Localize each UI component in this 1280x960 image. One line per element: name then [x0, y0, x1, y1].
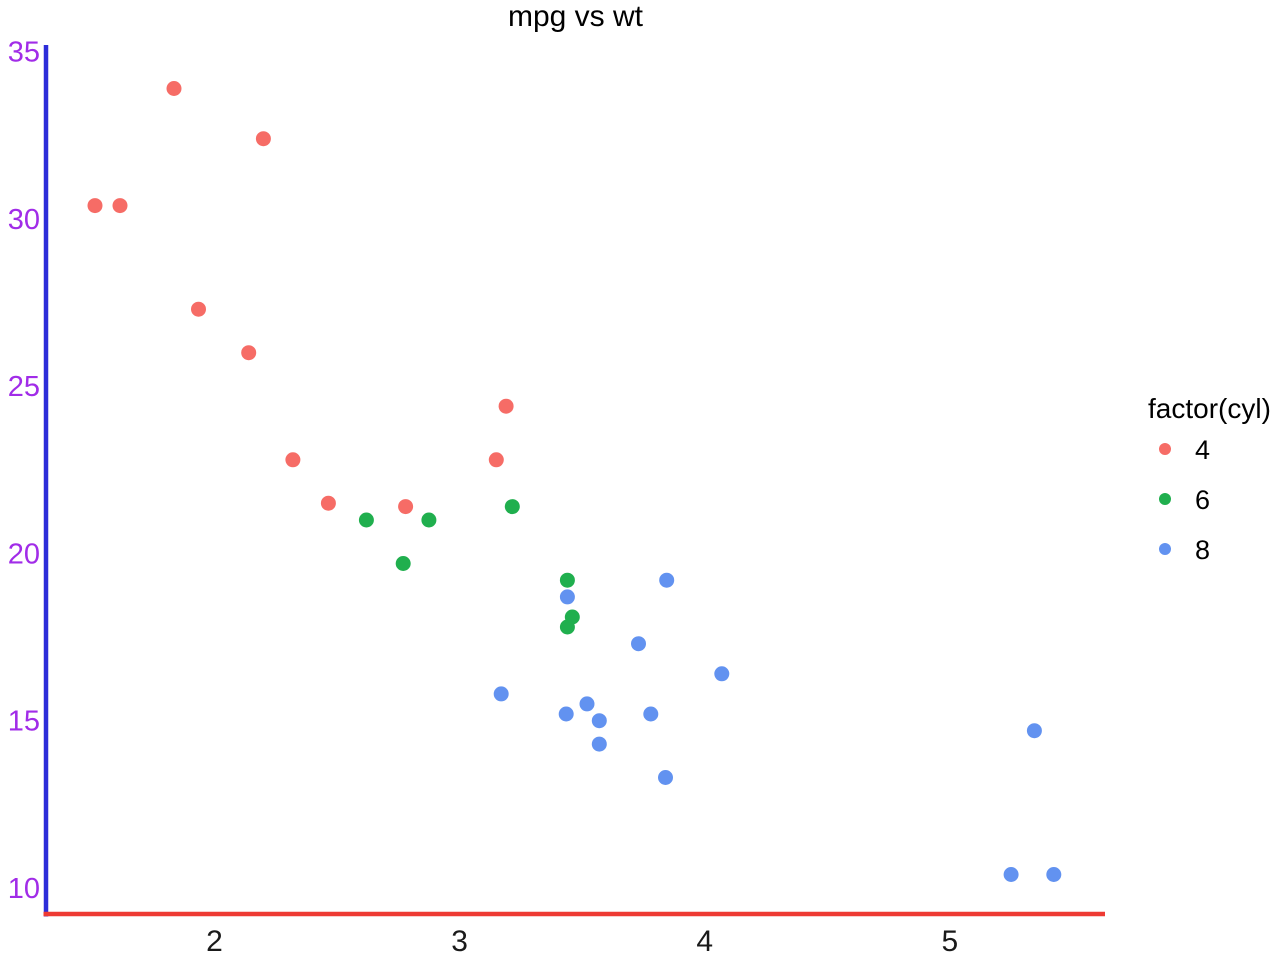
y-tick-label: 30 [8, 204, 40, 236]
x-tick-label: 4 [696, 925, 713, 958]
data-point-cyl4 [398, 499, 414, 515]
data-point-cyl8 [1003, 867, 1019, 882]
data-point-cyl4 [498, 398, 514, 414]
data-point-cyl6 [559, 619, 575, 635]
y-tick-label: 20 [8, 538, 40, 570]
data-point-cyl8 [1026, 723, 1042, 739]
data-point-cyl8 [493, 686, 509, 702]
data-point-cyl8 [631, 636, 646, 652]
data-point-cyl6 [559, 572, 575, 588]
data-point-cyl8 [591, 713, 607, 729]
data-point-cyl8 [559, 589, 575, 605]
data-point-cyl6 [358, 512, 374, 528]
legend-key-dot-cyl8 [1159, 543, 1171, 555]
legend-item-cyl6: 6 [1140, 474, 1280, 524]
y-tick-label: 35 [8, 37, 40, 69]
data-point-cyl8 [558, 706, 574, 722]
legend-label-cyl6: 6 [1195, 485, 1211, 515]
data-point-cyl4 [166, 81, 182, 96]
data-point-cyl6 [504, 499, 520, 515]
data-point-cyl8 [1046, 867, 1062, 882]
y-tick-label: 10 [8, 873, 40, 905]
data-point-cyl4 [112, 198, 128, 214]
legend: factor(cyl) 4 6 8 [1140, 393, 1280, 574]
data-point-cyl8 [658, 770, 673, 785]
legend-key-dot-cyl6 [1159, 493, 1171, 505]
x-tick-label: 3 [451, 925, 468, 958]
x-tick-label: 2 [206, 925, 223, 958]
data-point-cyl8 [579, 696, 595, 712]
data-point-cyl4 [488, 452, 504, 468]
data-point-cyl4 [241, 345, 257, 361]
legend-key-dot-cyl4 [1159, 443, 1171, 455]
data-point-cyl4 [255, 131, 271, 147]
chart-title: mpg vs wt [507, 0, 644, 33]
legend-label-cyl8: 8 [1195, 535, 1211, 565]
legend-label-cyl4: 4 [1195, 435, 1211, 465]
data-point-cyl4 [191, 301, 206, 317]
data-point-cyl6 [421, 512, 437, 528]
data-point-cyl4 [87, 198, 103, 214]
data-point-cyl8 [659, 572, 675, 588]
legend-item-cyl8: 8 [1140, 524, 1280, 574]
y-tick-label: 25 [8, 371, 40, 403]
data-point-cyl4 [285, 452, 301, 468]
legend-title: factor(cyl) [1148, 393, 1271, 424]
legend-item-cyl4: 4 [1140, 424, 1280, 474]
data-point-cyl6 [395, 556, 411, 571]
y-tick-label: 15 [8, 706, 40, 738]
data-point-cyl8 [714, 666, 730, 682]
data-point-cyl8 [643, 706, 659, 722]
data-point-cyl4 [320, 495, 336, 511]
data-point-cyl8 [591, 736, 607, 752]
x-tick-label: 5 [941, 925, 958, 958]
